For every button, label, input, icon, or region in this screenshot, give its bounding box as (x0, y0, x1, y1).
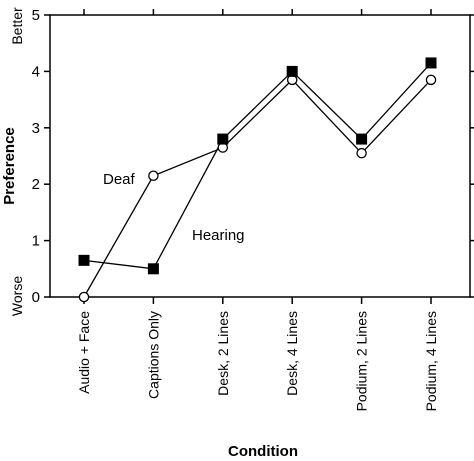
data-point-hearing (356, 133, 368, 145)
y-axis-top-label: Better (9, 7, 25, 45)
y-tick-label: 0 (32, 289, 40, 306)
x-axis-label: Condition (228, 443, 298, 460)
x-tick-label: Audio + Face (76, 311, 92, 394)
x-tick-label: Desk, 4 Lines (284, 311, 300, 396)
series-line-hearing (83, 62, 432, 270)
series-layer (78, 57, 437, 303)
data-point-hearing (147, 263, 159, 275)
data-point-hearing (78, 254, 90, 266)
y-axis-ticks: 0 1 2 3 4 5 (32, 7, 474, 306)
x-tick-label: Captions Only (145, 311, 161, 399)
y-tick-label: 4 (32, 63, 40, 80)
data-point-deaf (148, 170, 159, 181)
x-tick-label: Podium, 4 Lines (423, 311, 439, 411)
data-point-hearing (425, 57, 437, 69)
y-tick-label: 3 (32, 120, 40, 137)
data-point-deaf (425, 74, 437, 86)
data-point-deaf (356, 147, 367, 159)
x-axis-ticks: Audio + Face Captions Only Desk, 2 Lines De… (76, 9, 439, 411)
series-label-deaf: Deaf (103, 171, 136, 188)
series-line-deaf (83, 78, 432, 298)
data-point-hearing (217, 133, 229, 145)
data-point-deaf (78, 291, 90, 303)
x-tick-label: Podium, 2 Lines (354, 311, 370, 411)
plot-frame (49, 14, 471, 298)
y-tick-label: 2 (32, 176, 40, 193)
series-label-hearing: Hearing (192, 227, 245, 244)
y-tick-label: 5 (32, 7, 40, 24)
y-axis-label: Preference (1, 127, 18, 205)
y-axis-bottom-label: Worse (9, 276, 25, 316)
x-tick-label: Desk, 2 Lines (215, 311, 231, 396)
y-tick-label: 1 (32, 233, 40, 250)
data-point-hearing (286, 65, 298, 77)
